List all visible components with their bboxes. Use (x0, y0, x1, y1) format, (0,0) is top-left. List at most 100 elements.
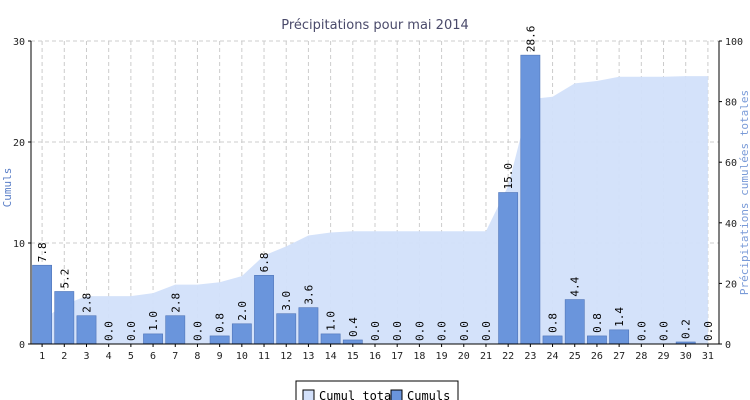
bar-day-15 (342, 339, 363, 345)
x-tick-label-4: 4 (106, 351, 112, 362)
legend-swatch-cumuls (390, 389, 403, 400)
x-tick-label-22: 22 (502, 351, 514, 362)
legend-label-cumul-total: Cumul total (319, 389, 398, 400)
data-label-day-11: 6.8 (258, 252, 271, 272)
x-tick-label-15: 15 (347, 351, 359, 362)
data-label-day-21: 0.0 (480, 321, 493, 341)
x-tick-label-24: 24 (547, 351, 559, 362)
x-tick-labels: 1 2 3 4 5 6 7 8 9 10 11 12 13 14 15 16 17 18 19 20 21 22 23 24 2… (39, 351, 714, 362)
data-label-day-10: 2.0 (236, 301, 249, 321)
data-label-day-19: 0.0 (436, 321, 449, 341)
x-tick-label-29: 29 (657, 351, 669, 362)
bar-day-10 (231, 323, 252, 345)
data-label-day-5: 0.0 (125, 321, 138, 341)
data-label-day-31: 0.0 (702, 321, 715, 341)
bar-day-9 (209, 335, 230, 345)
data-label-day-1: 7.8 (36, 242, 49, 262)
y-left-tick-labels: 0 10 20 30 (13, 37, 25, 351)
x-tick-label-16: 16 (369, 351, 381, 362)
x-tick-label-31: 31 (702, 351, 714, 362)
x-tick-label-11: 11 (258, 351, 270, 362)
x-tick-label-6: 6 (150, 351, 156, 362)
data-label-day-17: 0.0 (391, 321, 404, 341)
x-tick-label-9: 9 (217, 351, 223, 362)
x-tick-label-12: 12 (280, 351, 292, 362)
bar-day-14 (320, 333, 341, 345)
x-tick-label-19: 19 (436, 351, 448, 362)
x-tick-label-13: 13 (302, 351, 314, 362)
data-label-day-30: 0.2 (680, 319, 693, 339)
bar-day-22 (498, 192, 519, 345)
data-label-day-6: 1.0 (147, 311, 160, 331)
y-left-tick-label: 0 (19, 340, 25, 351)
bar-day-3 (76, 315, 97, 345)
y-right-tick-label: 0 (725, 340, 731, 351)
data-label-day-29: 0.0 (658, 321, 671, 341)
y-right-tick-label: 40 (725, 219, 737, 230)
x-tick-label-23: 23 (524, 351, 536, 362)
data-labels: 7.8 5.2 2.8 0.0 0.0 1.0 2.8 0.0 0.8 2.0 6.8 3.0 3.6 1… (36, 26, 715, 341)
data-label-day-3: 2.8 (80, 293, 93, 313)
bar-day-7 (165, 315, 186, 345)
bar-day-11 (254, 275, 274, 345)
data-label-day-12: 3.0 (280, 291, 293, 311)
cumul-total-area (42, 76, 708, 344)
data-label-day-8: 0.0 (191, 321, 204, 341)
data-label-day-15: 0.4 (347, 317, 360, 337)
bar-day-26 (587, 335, 607, 345)
y-right-tick-label: 60 (725, 158, 737, 169)
data-label-day-7: 2.8 (169, 293, 182, 313)
x-tick-label-17: 17 (391, 351, 403, 362)
data-label-day-27: 1.4 (613, 307, 626, 327)
data-label-day-4: 0.0 (103, 321, 116, 341)
data-label-day-26: 0.8 (591, 313, 604, 333)
data-label-day-22: 15.0 (502, 163, 515, 190)
x-tick-label-27: 27 (613, 351, 625, 362)
y-right-tick-labels: 0 20 40 60 80 100 (725, 37, 743, 351)
bar-day-12 (276, 313, 297, 345)
x-tick-label-14: 14 (325, 351, 337, 362)
bar-day-1 (32, 264, 52, 345)
data-label-day-18: 0.0 (413, 321, 426, 341)
bar-day-13 (298, 307, 319, 345)
y-left-tick-label: 20 (13, 138, 25, 149)
y-left-tick-label: 10 (13, 239, 25, 250)
legend: Cumul total Cumuls (295, 380, 459, 400)
bar-day-24 (542, 335, 563, 345)
y-right-tick-label: 100 (725, 37, 743, 48)
x-tick-label-28: 28 (635, 351, 647, 362)
bar-day-2 (54, 291, 75, 345)
data-label-day-25: 4.4 (569, 276, 582, 296)
x-tick-label-21: 21 (480, 351, 492, 362)
axes (28, 40, 722, 347)
x-tick-label-5: 5 (128, 351, 134, 362)
x-tick-label-8: 8 (194, 351, 200, 362)
x-tick-label-3: 3 (83, 351, 89, 362)
data-label-day-16: 0.0 (369, 321, 382, 341)
x-tick-label-1: 1 (39, 351, 45, 362)
x-tick-label-25: 25 (569, 351, 581, 362)
data-label-day-14: 1.0 (325, 311, 338, 331)
x-tick-label-10: 10 (236, 351, 248, 362)
bar-series (32, 54, 696, 345)
x-tick-label-20: 20 (458, 351, 470, 362)
data-label-day-24: 0.8 (547, 313, 560, 333)
legend-swatch-cumul-total (302, 389, 315, 400)
cumulative-area-series (42, 76, 708, 344)
y-right-tick-label: 20 (725, 279, 737, 290)
bar-day-25 (564, 299, 585, 345)
y-right-tick-label: 80 (725, 98, 737, 109)
x-tick-label-2: 2 (61, 351, 67, 362)
data-label-day-20: 0.0 (458, 321, 471, 341)
x-tick-label-7: 7 (172, 351, 178, 362)
data-label-day-13: 3.6 (302, 285, 315, 305)
x-tick-label-30: 30 (680, 351, 692, 362)
y-right-axis-label: Précipitations cumulées totales (738, 90, 750, 295)
bar-day-6 (143, 333, 163, 345)
chart-title: Précipitations pour mai 2014 (281, 18, 469, 33)
x-tick-label-26: 26 (591, 351, 603, 362)
bar-day-27 (609, 329, 630, 345)
bar-day-23 (520, 54, 541, 345)
data-label-day-2: 5.2 (58, 269, 71, 289)
